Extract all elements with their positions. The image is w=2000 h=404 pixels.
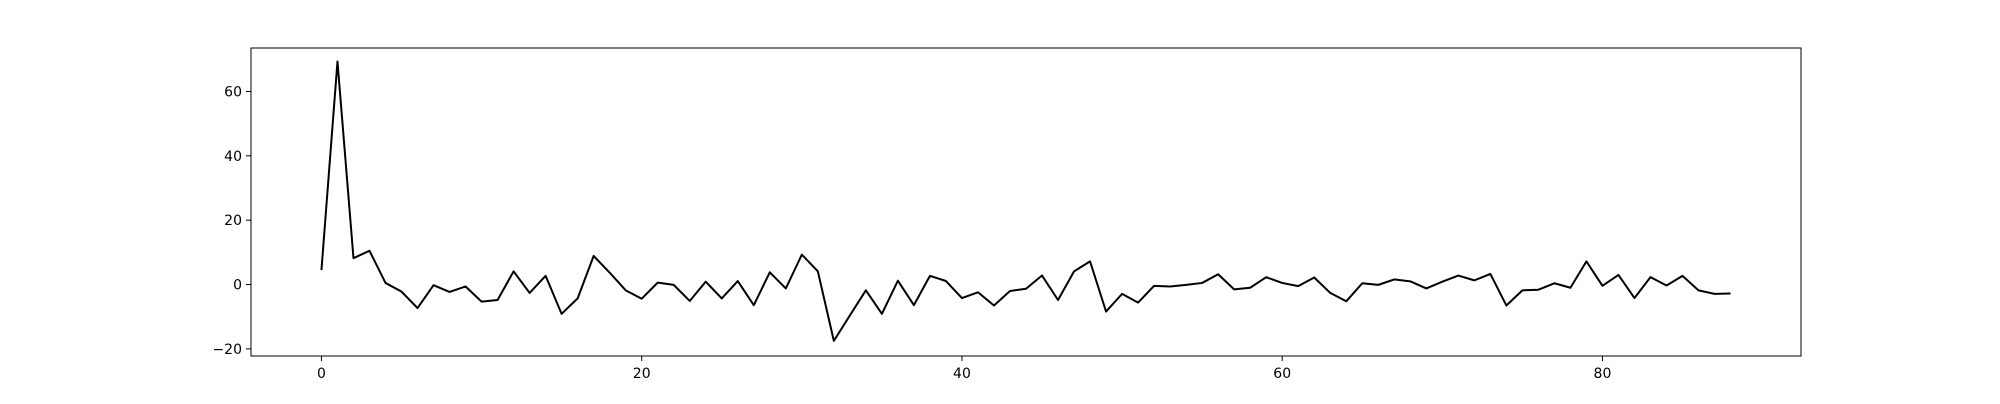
x-tick-label: 60 xyxy=(1273,366,1291,382)
series-line xyxy=(320,60,1731,342)
x-tick-label: 0 xyxy=(317,366,326,382)
y-tick-label: −20 xyxy=(212,342,242,358)
x-tick-label: 80 xyxy=(1594,366,1612,382)
y-tick-label: 20 xyxy=(224,213,242,229)
y-axis: −20 0 20 40 60 xyxy=(212,84,251,358)
y-tick-label: 60 xyxy=(224,84,242,100)
x-tick-label: 40 xyxy=(953,366,971,382)
x-axis: 0 20 40 60 80 xyxy=(317,356,1611,382)
plot-frame xyxy=(250,47,1802,357)
x-tick-label: 20 xyxy=(633,366,651,382)
series-layer xyxy=(320,60,1731,342)
y-tick-label: 40 xyxy=(224,149,242,165)
y-tick-label: 0 xyxy=(233,278,242,294)
